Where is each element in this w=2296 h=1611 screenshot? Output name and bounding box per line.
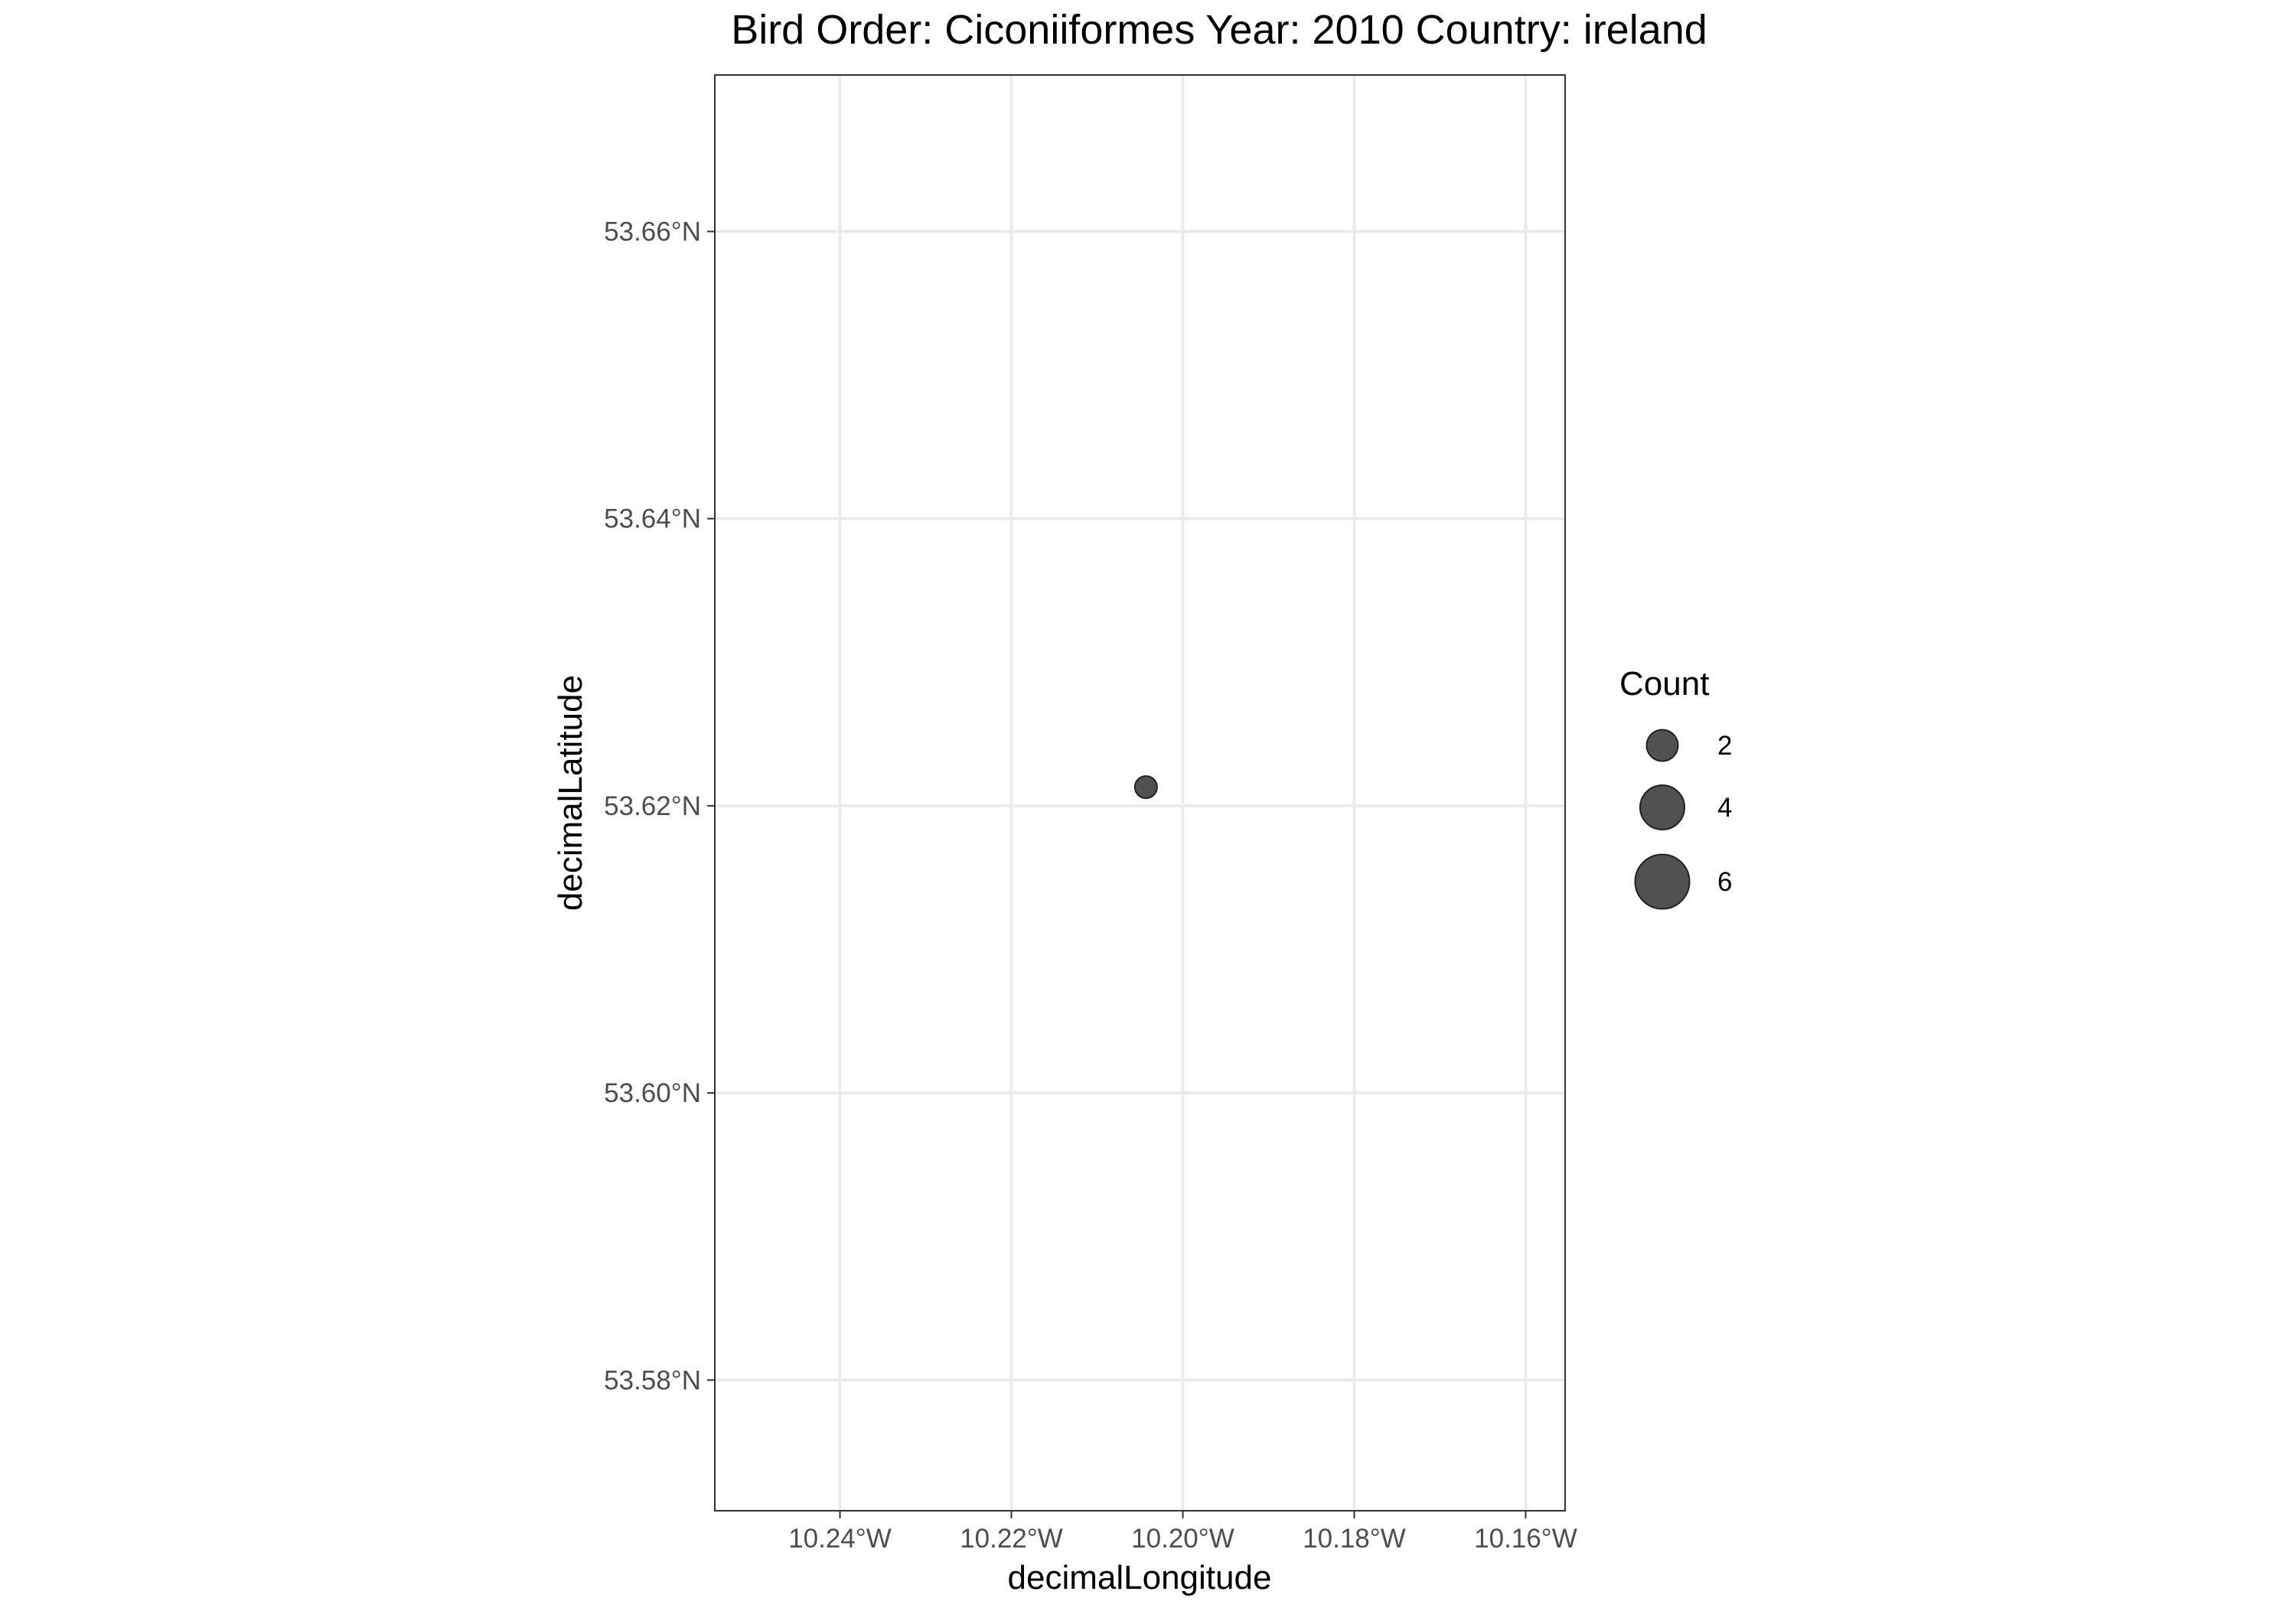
legend-key bbox=[1645, 729, 1679, 762]
legend-label: 4 bbox=[1717, 793, 1732, 823]
x-axis-title: decimalLongitude bbox=[1008, 1559, 1272, 1596]
y-tick-label: 53.60°N bbox=[604, 1078, 701, 1108]
plot-panel bbox=[714, 74, 1566, 1512]
legend-label: 6 bbox=[1717, 867, 1732, 897]
legend-entries: 2 4 6 bbox=[1634, 729, 1732, 910]
chart-title: Bird Order: Ciconiiformes Year: 2010 Cou… bbox=[731, 7, 1707, 53]
y-axis: 53.58°N 53.60°N 53.62°N 53.64°N 53.66°N bbox=[604, 217, 715, 1395]
legend-key bbox=[1634, 853, 1691, 910]
legend: Count 2 4 6 bbox=[1619, 665, 1732, 910]
y-tick-label: 53.62°N bbox=[604, 791, 701, 821]
y-tick-label: 53.58°N bbox=[604, 1365, 701, 1395]
y-axis-title: decimalLatitude bbox=[552, 675, 589, 911]
legend-label: 2 bbox=[1717, 731, 1732, 761]
data-points bbox=[1133, 775, 1158, 799]
gridlines bbox=[715, 75, 1565, 1511]
plot-border bbox=[714, 74, 1566, 1512]
legend-key bbox=[1639, 784, 1685, 830]
legend-title: Count bbox=[1619, 665, 1709, 703]
x-tick-label: 10.16°W bbox=[1474, 1524, 1577, 1554]
x-tick-label: 10.20°W bbox=[1131, 1524, 1234, 1554]
x-tick-label: 10.22°W bbox=[960, 1524, 1063, 1554]
x-tick-label: 10.24°W bbox=[788, 1524, 892, 1554]
data-point bbox=[1133, 775, 1158, 799]
x-tick-label: 10.18°W bbox=[1303, 1524, 1406, 1554]
y-tick-label: 53.66°N bbox=[604, 217, 701, 246]
x-axis: 10.24°W 10.22°W 10.20°W 10.18°W 10.16°W bbox=[788, 1511, 1577, 1554]
y-tick-label: 53.64°N bbox=[604, 504, 701, 534]
